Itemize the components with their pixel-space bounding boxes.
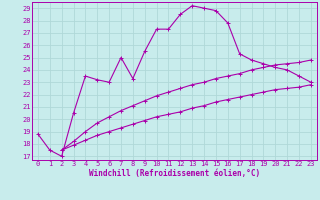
X-axis label: Windchill (Refroidissement éolien,°C): Windchill (Refroidissement éolien,°C) bbox=[89, 169, 260, 178]
